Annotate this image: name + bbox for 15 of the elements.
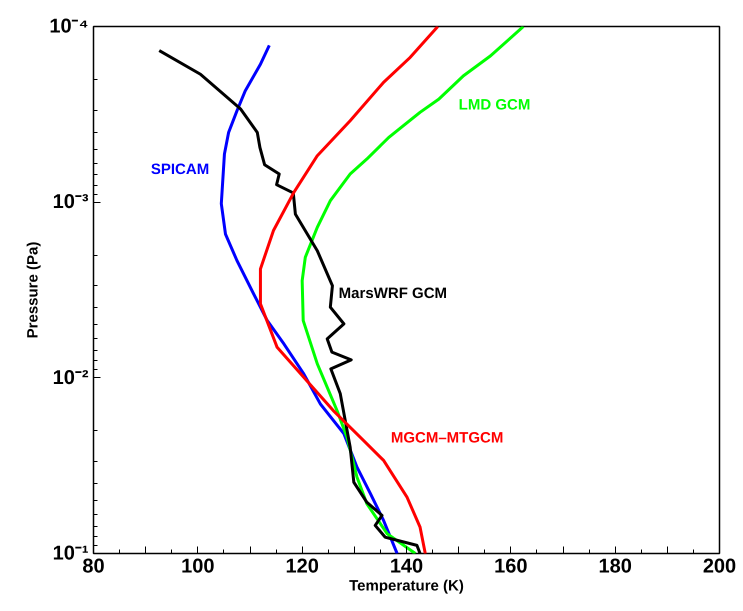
series-label: SPICAM <box>150 160 210 178</box>
x-tick-label: 160 <box>494 556 528 578</box>
x-tick-label: 100 <box>181 556 215 578</box>
y-tick-label: 10⁻⁴ <box>49 16 88 38</box>
x-tick-label: 200 <box>702 556 736 578</box>
x-tick-label: 140 <box>390 556 424 578</box>
y-tick-label: 10⁻² <box>52 366 89 389</box>
y-axis-title: Pressure (Pa) <box>24 242 42 338</box>
y-tick-label: 10⁻³ <box>52 191 89 214</box>
x-tick-label: 180 <box>598 556 632 578</box>
series-label: MarsWRF GCM <box>338 284 448 302</box>
series-label: LMD GCM <box>458 96 530 114</box>
x-tick-label: 120 <box>285 556 319 578</box>
x-axis-title: Temperature (K) <box>349 578 464 594</box>
series-label: MGCM–MTGCM <box>390 429 504 446</box>
